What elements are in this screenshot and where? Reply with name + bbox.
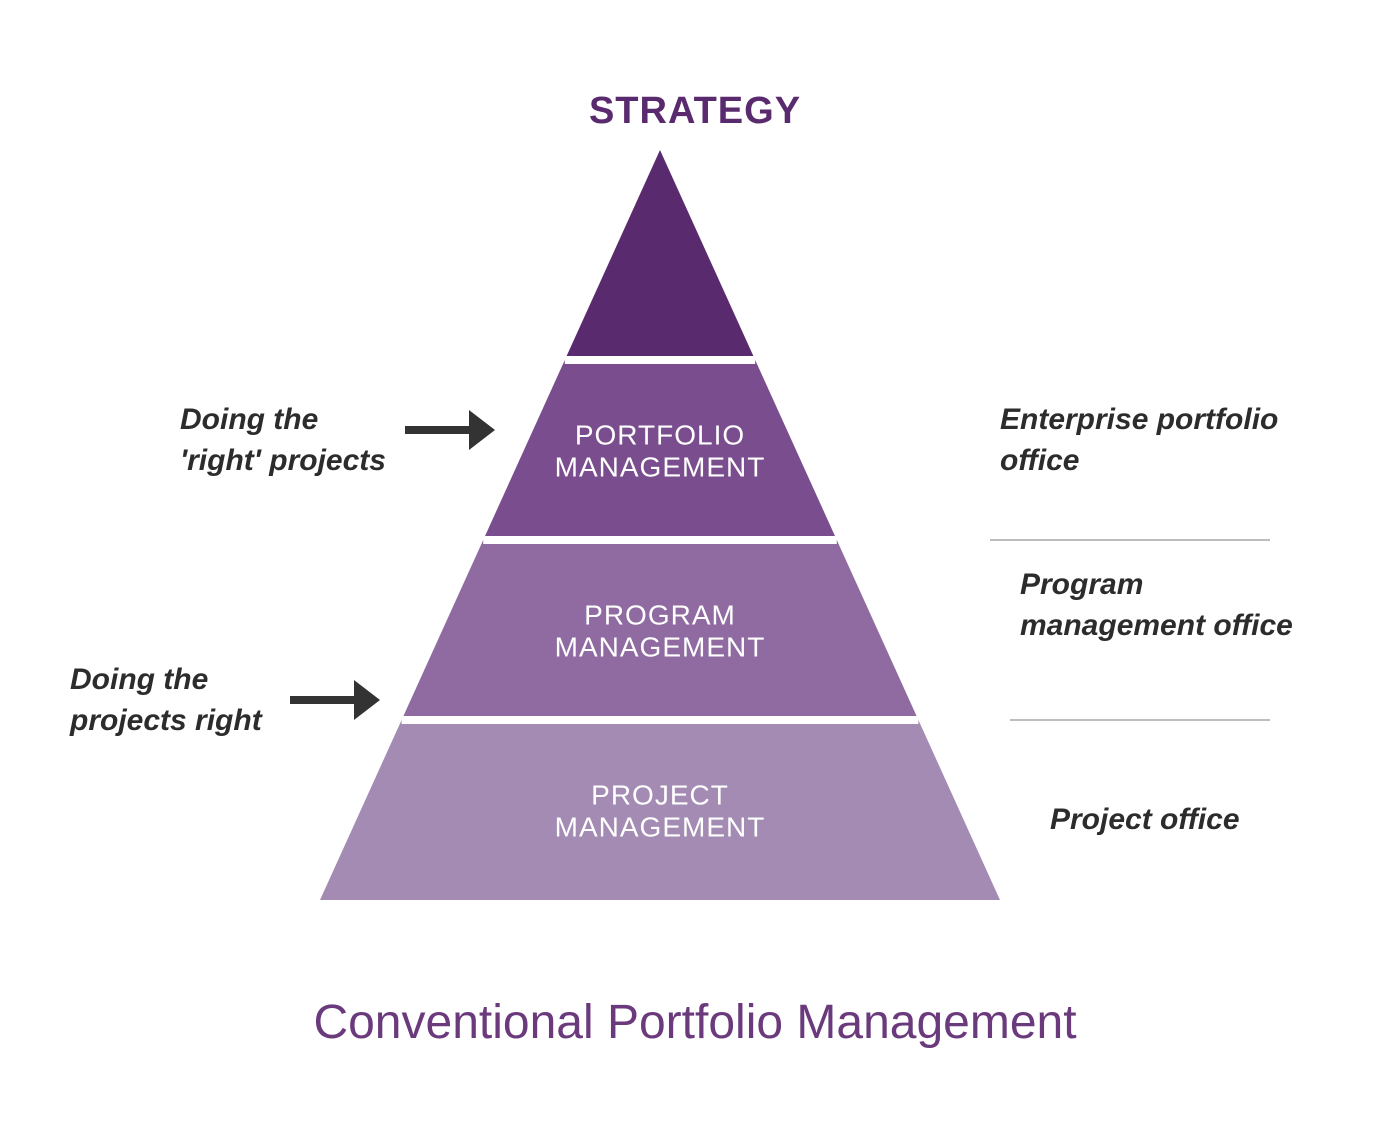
right-label-1-line1: Program [1020,568,1143,601]
right-label-2: Project office [1050,800,1240,841]
left-label-1-line2: projects right [70,704,262,737]
left-label-0: Doing the 'right' projects [180,400,386,481]
arrow-1-head-icon [354,680,380,720]
caption: Conventional Portfolio Management [0,995,1390,1050]
right-label-0-line2: office [1000,444,1079,477]
right-label-0-line1: Enterprise portfolio [1000,403,1278,436]
arrow-0-head-icon [469,410,495,450]
right-label-1: Program management office [1020,565,1293,646]
left-label-0-line2: 'right' projects [180,444,386,477]
left-label-0-line1: Doing the [180,403,318,436]
left-label-1: Doing the projects right [70,660,262,741]
right-label-1-line2: management office [1020,609,1293,642]
right-label-0: Enterprise portfolio office [1000,400,1278,481]
right-label-2-line1: Project office [1050,803,1240,836]
diagram-canvas: STRATEGY PORTFOLIOMANAGEMENTPROGRAMMANAG… [0,0,1390,1130]
left-label-1-line1: Doing the [70,663,208,696]
